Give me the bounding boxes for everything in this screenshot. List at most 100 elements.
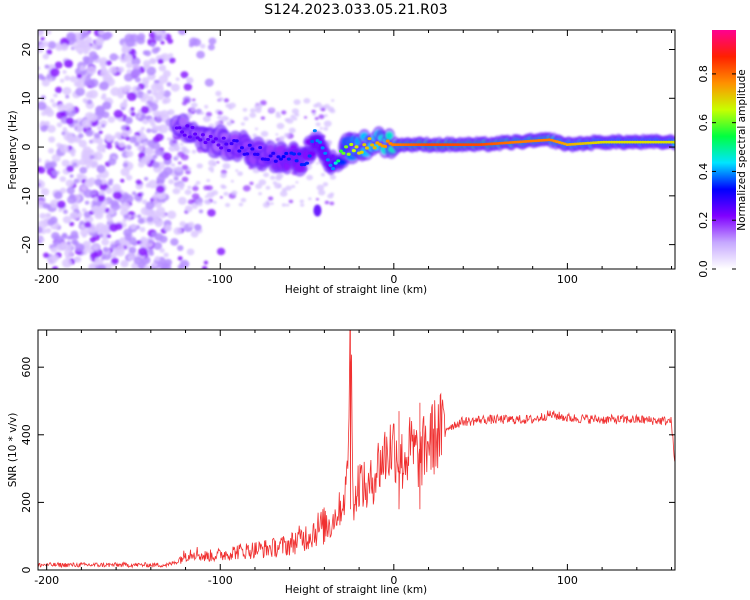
ridge-core: [344, 145, 349, 149]
x-tick-label: -200: [34, 574, 59, 587]
noise-blob: [260, 100, 267, 106]
ridge-core: [185, 124, 190, 128]
noise-blob: [106, 214, 112, 219]
ridge-core: [372, 146, 377, 150]
noise-blob: [59, 176, 66, 182]
noise-blob: [93, 196, 99, 202]
noise-blob: [179, 142, 184, 146]
noise-blob: [143, 64, 150, 70]
noise-blob: [204, 78, 214, 87]
noise-blob: [62, 70, 67, 74]
noise-blob: [184, 205, 193, 213]
noise-blob: [191, 193, 200, 200]
snr-x-label: Height of straight line (km): [285, 584, 427, 596]
noise-blob: [190, 107, 196, 112]
noise-blob: [80, 154, 87, 160]
noise-blob: [83, 44, 92, 52]
noise-blob: [48, 78, 53, 82]
noise-blob: [120, 101, 128, 108]
noise-blob: [120, 208, 129, 217]
noise-blob: [120, 260, 129, 268]
noise-blob: [243, 116, 249, 121]
noise-blob: [86, 99, 93, 105]
noise-blob: [299, 199, 304, 204]
noise-blob: [275, 111, 280, 116]
noise-blob: [196, 50, 205, 59]
noise-blob: [168, 145, 176, 152]
noise-blob: [152, 194, 159, 200]
x-tick-label: 100: [557, 273, 578, 286]
noise-blob: [85, 158, 92, 164]
ridge-core: [182, 133, 187, 137]
noise-blob: [38, 178, 41, 183]
noise-blob: [101, 93, 107, 98]
noise-blob: [59, 78, 65, 83]
noise-blob: [221, 185, 227, 190]
noise-blob: [186, 248, 195, 256]
noise-blob: [110, 199, 119, 208]
noise-blob: [140, 133, 147, 140]
ridge-core: [203, 140, 208, 145]
noise-blob: [157, 58, 164, 65]
noise-blob: [127, 214, 133, 219]
noise-blob: [170, 163, 176, 167]
noise-blob: [96, 143, 106, 153]
ridge-core: [211, 140, 216, 144]
noise-blob: [39, 237, 45, 243]
noise-blob: [192, 185, 199, 192]
noise-blob: [43, 252, 50, 258]
noise-blob: [79, 166, 88, 174]
noise-blob: [156, 206, 166, 215]
noise-blob: [203, 199, 210, 204]
noise-blob: [207, 44, 215, 51]
noise-blob: [38, 66, 41, 71]
noise-blob: [148, 248, 154, 253]
spectrogram-frame: [37, 29, 676, 270]
noise-blob: [168, 53, 174, 58]
noise-blob: [221, 115, 229, 122]
noise-blob: [38, 157, 42, 163]
ridge-core: [206, 137, 211, 142]
noise-blob: [38, 101, 47, 111]
ridge-core: [341, 151, 346, 155]
noise-blob: [114, 223, 123, 230]
noise-blob: [56, 142, 62, 148]
noise-blob: [152, 161, 160, 169]
noise-blob: [303, 97, 311, 104]
noise-blob: [44, 108, 50, 113]
noise-blob: [315, 198, 320, 201]
noise-blob: [217, 115, 222, 120]
noise-blob: [102, 246, 109, 253]
noise-blob: [311, 109, 316, 114]
noise-blob: [240, 197, 247, 203]
noise-blob: [53, 191, 63, 200]
detached-blob: [313, 204, 322, 217]
noise-blob: [97, 125, 102, 131]
noise-blob: [154, 30, 163, 36]
noise-blob: [276, 122, 285, 130]
noise-blob: [184, 189, 192, 195]
x-tick-label: -200: [34, 273, 59, 286]
noise-blob: [144, 81, 149, 85]
noise-blob: [204, 195, 209, 199]
noise-blob: [263, 172, 270, 178]
noise-blob: [83, 80, 91, 87]
noise-blob: [159, 248, 165, 253]
noise-blob: [203, 185, 210, 191]
noise-blob: [306, 174, 313, 181]
noise-blob: [41, 79, 50, 87]
ridge-core: [255, 152, 260, 156]
y-tick-label: -20: [20, 236, 33, 254]
noise-blob: [135, 179, 142, 185]
noise-blob: [166, 82, 172, 87]
noise-blob: [91, 44, 98, 50]
noise-blob: [95, 211, 102, 218]
noise-blob: [175, 77, 180, 81]
noise-blob: [154, 256, 161, 262]
noise-blob: [105, 60, 112, 66]
noise-blob: [319, 127, 323, 130]
noise-blob: [85, 129, 94, 137]
noise-blob: [155, 148, 164, 156]
noise-blob: [168, 179, 174, 185]
noise-blob: [44, 120, 51, 127]
